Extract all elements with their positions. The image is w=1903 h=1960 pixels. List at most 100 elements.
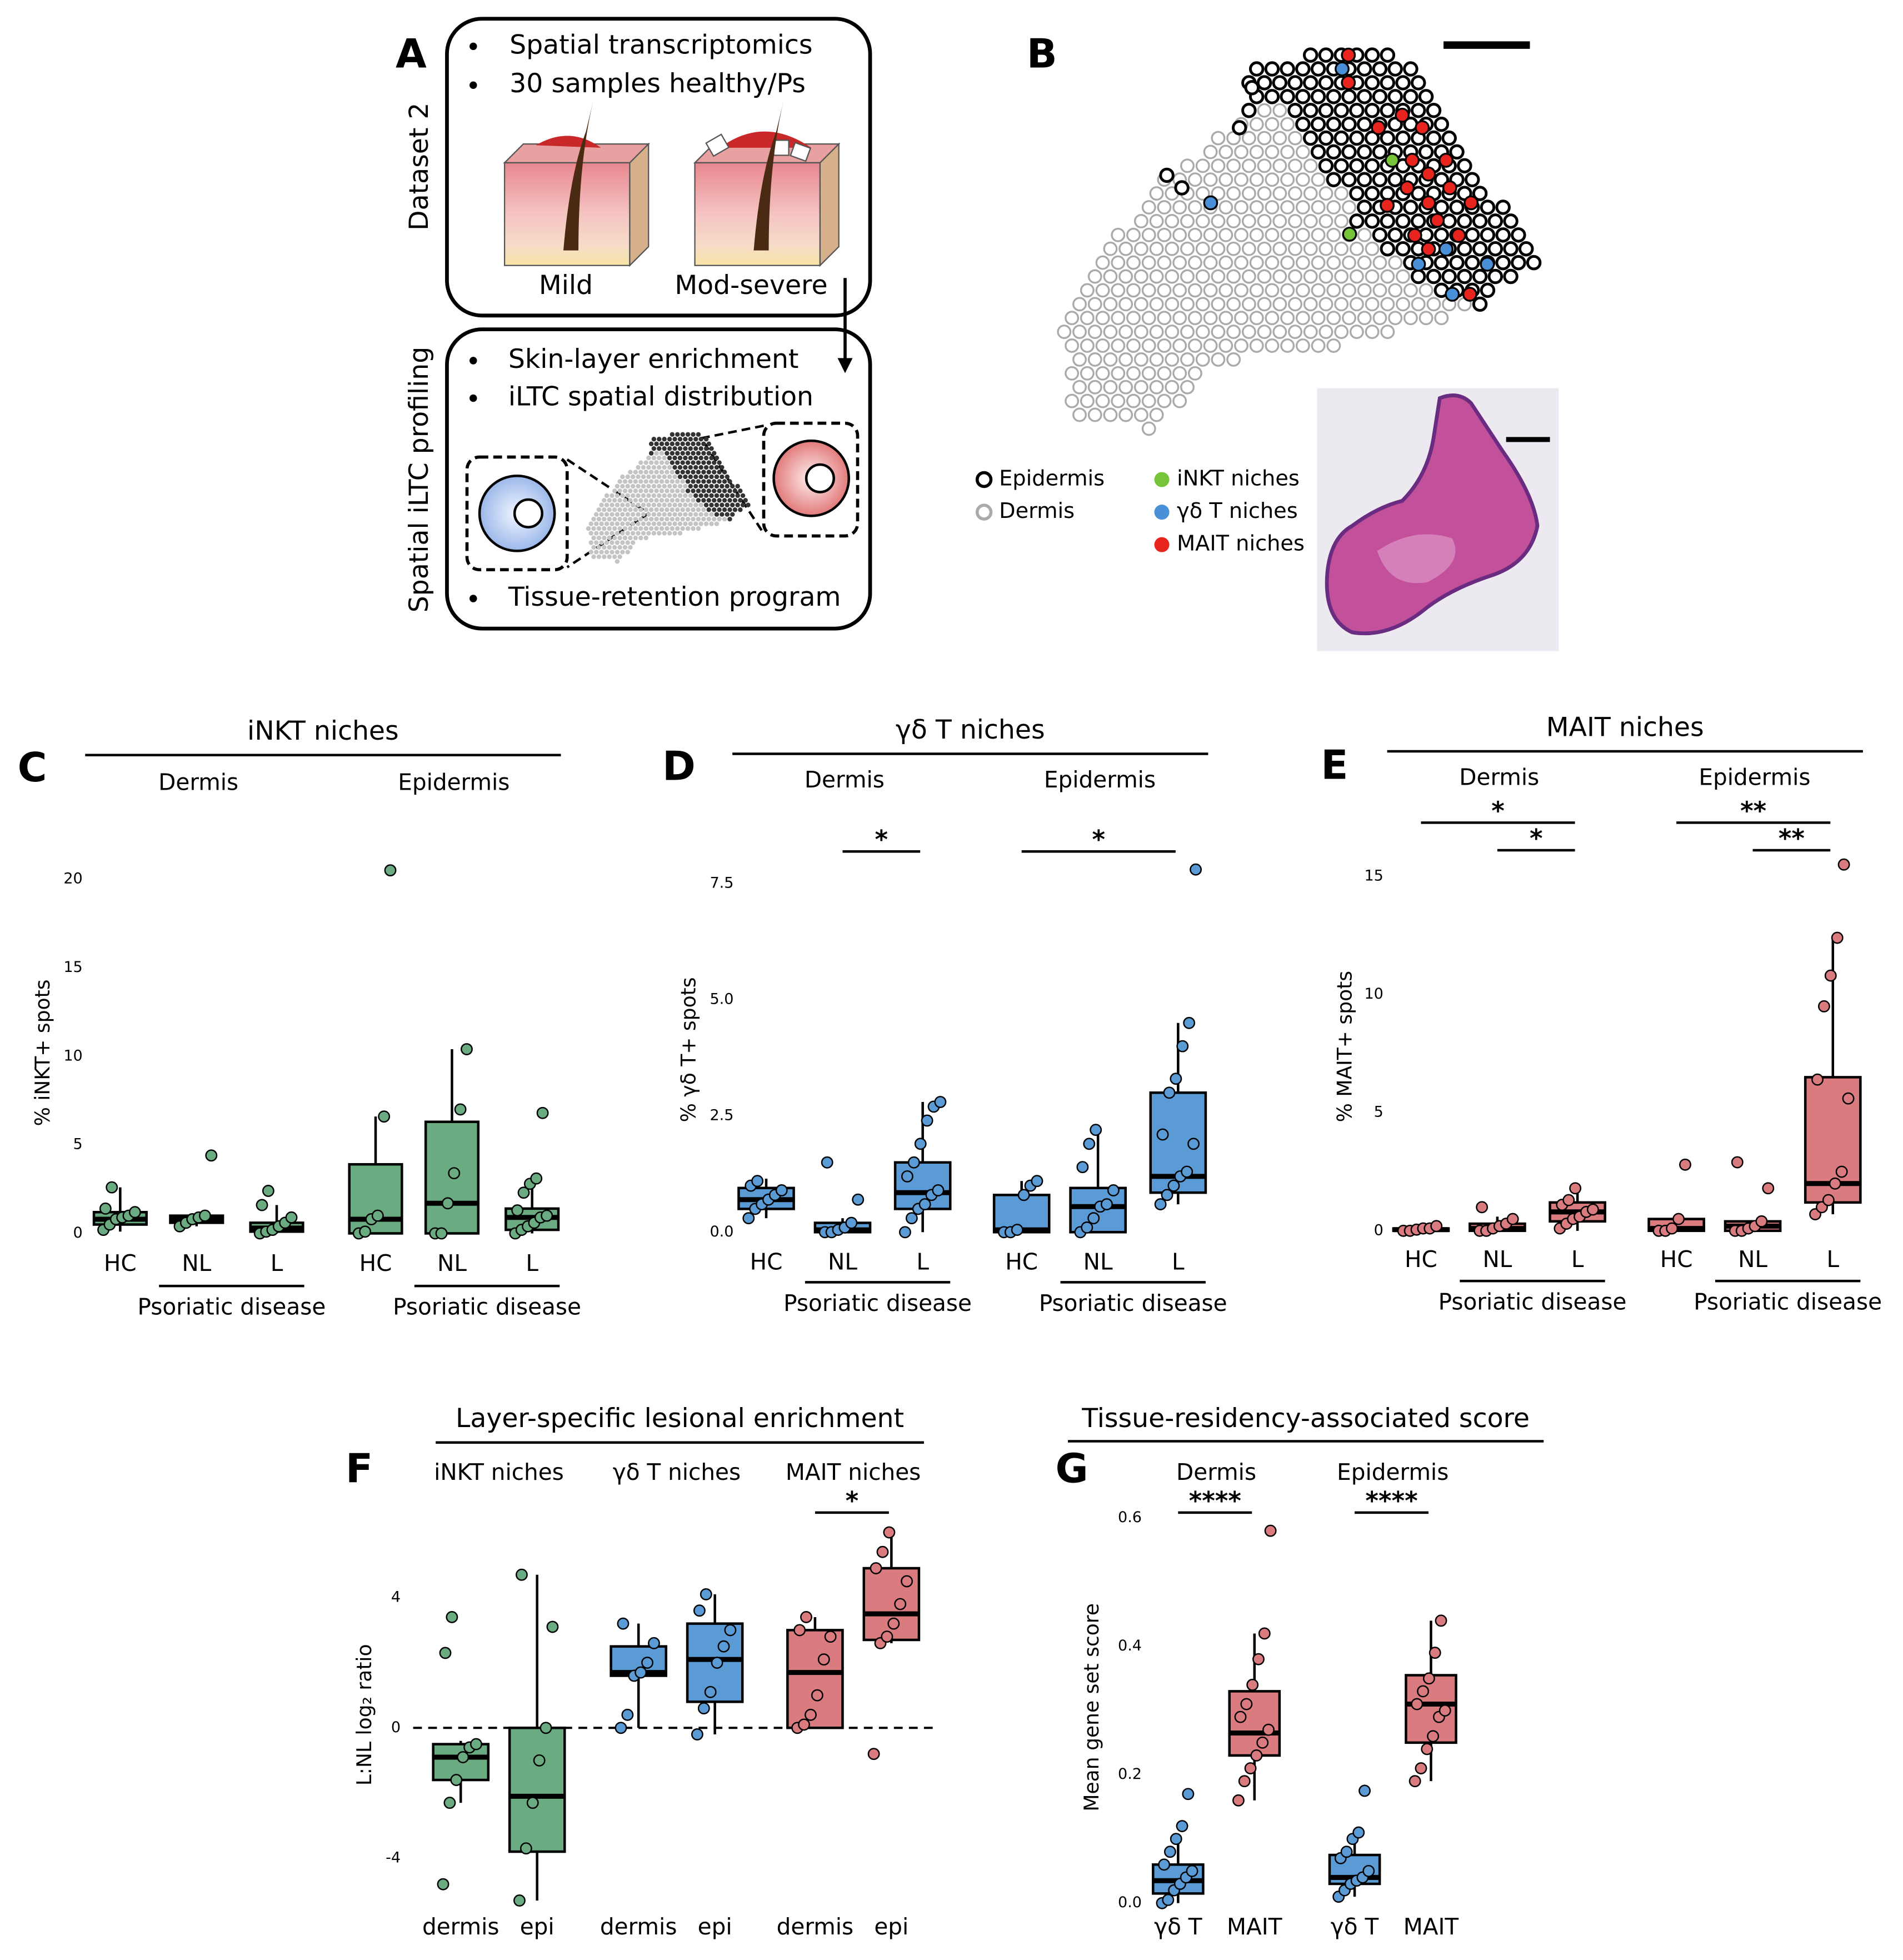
dermis-spot: [1295, 144, 1310, 159]
mini-spot: [711, 479, 717, 484]
point: [99, 1202, 112, 1215]
mini-spot: [711, 507, 717, 512]
dermis-spot: [1349, 241, 1364, 256]
point: [635, 1666, 647, 1679]
dermis-spot: [1195, 158, 1210, 173]
mini-spot: [648, 488, 654, 493]
mini-spot: [604, 521, 610, 526]
mini-spot: [638, 488, 643, 493]
mini-spot: [730, 502, 735, 507]
dermis-spot: [1103, 269, 1118, 284]
dermis-spot: [1133, 325, 1148, 340]
epidermis-spot: [1349, 130, 1365, 146]
point: [711, 1657, 723, 1669]
mini-spot: [604, 502, 610, 507]
dermis-spot: [1326, 227, 1341, 242]
box: [432, 1743, 490, 1782]
epidermis-spot: [1410, 102, 1426, 118]
dermis-spot: [1295, 283, 1310, 298]
point: [881, 1630, 893, 1643]
point: [384, 864, 397, 877]
epidermis-spot: [1403, 200, 1418, 215]
dermis-spot: [1103, 352, 1118, 367]
mini-spot: [636, 474, 641, 480]
epidermis-spot: [1302, 75, 1318, 91]
point: [1154, 1198, 1167, 1210]
point: [1232, 1794, 1245, 1807]
mini-spot: [654, 479, 659, 484]
mini-spot: [628, 470, 633, 475]
mini-spot: [680, 488, 685, 493]
epidermis-spot: [1387, 89, 1403, 104]
dermis-spot: [1203, 255, 1218, 270]
epidermis-spot: [1248, 61, 1265, 77]
panel-title: γδ T niches: [896, 715, 1045, 745]
mini-spot: [680, 507, 685, 512]
dermis-spot: [1195, 241, 1210, 256]
point: [1163, 1846, 1176, 1858]
dermis-spot: [1326, 283, 1341, 298]
dermis-spot: [1187, 227, 1202, 242]
mini-spot: [620, 502, 625, 507]
epidermis-spot: [1395, 213, 1411, 229]
dermis-spot: [1080, 283, 1095, 298]
point: [805, 1708, 817, 1721]
dermis-spot: [1357, 311, 1372, 326]
mini-spot: [696, 488, 701, 493]
dermis-spot: [1087, 407, 1102, 422]
mini-spot: [641, 483, 646, 489]
epidermis-spot: [1387, 227, 1403, 243]
epidermis-spot: [1341, 172, 1357, 187]
dermis-spot: [1187, 366, 1202, 381]
dermis-spot: [1318, 186, 1333, 201]
point: [1170, 1833, 1182, 1846]
dermis-spot: [1126, 366, 1141, 381]
dermis-spot: [1141, 200, 1156, 215]
mini-spot: [703, 455, 709, 461]
mini-spot: [706, 516, 712, 522]
epidermis-spot: [1174, 180, 1190, 196]
mini-spot: [622, 507, 628, 512]
point: [1158, 1858, 1171, 1871]
point: [1238, 1775, 1251, 1788]
point: [693, 1604, 706, 1617]
dermis-spot: [1326, 255, 1341, 270]
mini-spot: [638, 460, 643, 465]
significance-label: ****: [1365, 1486, 1417, 1515]
point: [1569, 1182, 1582, 1195]
y-tick-label: 15: [63, 959, 82, 976]
epidermis-spot: [1372, 144, 1388, 160]
dermis-spot: [1141, 227, 1156, 242]
panel-title: iNKT niches: [247, 716, 399, 746]
dermis-spot: [1218, 144, 1233, 159]
mini-spot: [698, 455, 703, 461]
dermis-spot: [1249, 283, 1264, 298]
mini-spot: [693, 446, 698, 451]
epidermis-spot: [1341, 144, 1357, 160]
dermis-spot: [1118, 269, 1133, 284]
point: [1822, 1194, 1835, 1206]
mini-spot: [665, 441, 670, 446]
mini-spot: [665, 516, 670, 522]
mini-spot: [680, 451, 685, 456]
mini-spot: [625, 512, 630, 517]
mini-spot: [654, 451, 659, 456]
y-axis-label: % γδ T+ spots: [677, 977, 701, 1122]
mini-spot: [646, 512, 651, 517]
dermis-spot: [1165, 297, 1180, 312]
mini-spot: [677, 483, 683, 489]
mini-spot: [630, 512, 636, 517]
panel-title: Tissue-residency-associated score: [1081, 1403, 1530, 1434]
dermis-spot: [1349, 325, 1364, 340]
mini-spot: [693, 502, 698, 507]
mini-spot: [703, 465, 709, 470]
epidermis-spot: [1364, 130, 1380, 146]
dermis-spot: [1272, 103, 1287, 118]
dermis-spot: [1133, 297, 1148, 312]
x-tick-label: γδ T: [1331, 1913, 1379, 1940]
mini-spot: [696, 479, 701, 484]
x-tick-label: HC: [1405, 1246, 1437, 1273]
mini-spot: [646, 502, 651, 507]
mini-spot: [607, 545, 612, 550]
